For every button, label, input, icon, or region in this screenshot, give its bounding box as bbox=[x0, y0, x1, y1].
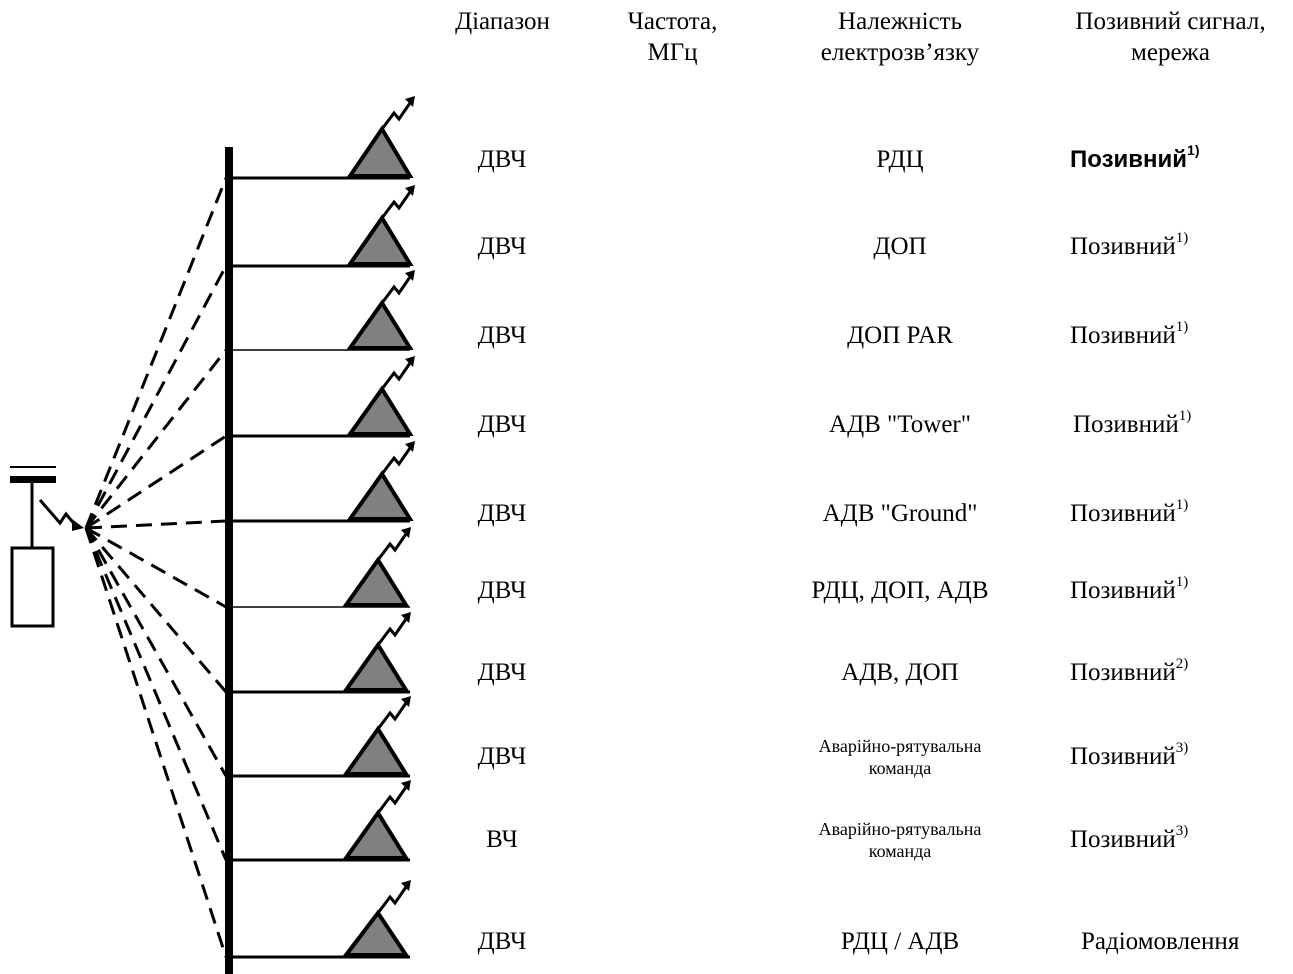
row-callsign: Позивний3) bbox=[1070, 822, 1189, 855]
row-affiliation: РДЦ, ДОП, АДВ bbox=[811, 577, 989, 604]
callsign-text: Позивний bbox=[1070, 826, 1176, 853]
row-affiliation: Аварійно-рятувальна команда bbox=[818, 819, 982, 861]
callsign-footnote: 3) bbox=[1175, 822, 1189, 839]
header-range: Діапазон bbox=[455, 8, 550, 35]
row-range: ВЧ bbox=[486, 826, 518, 853]
row-range: ДВЧ bbox=[477, 411, 527, 438]
row-range: ДВЧ bbox=[477, 743, 527, 770]
antenna-icon bbox=[346, 270, 415, 350]
signal-ray bbox=[84, 527, 228, 861]
row-affiliation: АДВ, ДОП bbox=[841, 659, 959, 686]
row-callsign: Позивний3) bbox=[1070, 739, 1189, 772]
callsign-footnote: 1) bbox=[1175, 573, 1189, 590]
callsign-text: Позивний bbox=[1070, 322, 1176, 349]
signal-ray bbox=[84, 265, 228, 529]
callsign-footnote: 1) bbox=[1175, 318, 1189, 335]
callsign-footnote: 1) bbox=[1178, 407, 1192, 424]
callsign-footnote: 1) bbox=[1187, 142, 1200, 158]
signal-ray bbox=[85, 434, 227, 530]
row-callsign: Позивний1) bbox=[1070, 142, 1200, 175]
antenna-icon bbox=[346, 356, 415, 436]
antenna-icon bbox=[342, 696, 411, 776]
callsign-text: Позивний bbox=[1073, 411, 1179, 438]
callsign-footnote: 1) bbox=[1175, 229, 1189, 246]
signal-ray bbox=[85, 519, 227, 530]
row-range: ДВЧ bbox=[477, 146, 527, 173]
signal-ray bbox=[84, 527, 228, 777]
row-callsign: Позивний1) bbox=[1070, 229, 1189, 262]
row-callsign: Радіомовлення bbox=[1081, 927, 1239, 957]
trunk-line bbox=[225, 147, 233, 974]
row-range: ДВЧ bbox=[477, 233, 527, 260]
row-affiliation: АДВ "Tower" bbox=[829, 411, 971, 438]
antenna-icon bbox=[341, 880, 411, 957]
row-affiliation: ДОП bbox=[873, 233, 927, 260]
signal-ray bbox=[84, 527, 228, 958]
header-frequency: Частота, МГц bbox=[627, 8, 718, 66]
callsign-text: Позивний bbox=[1070, 146, 1188, 173]
callsign-text: Позивний bbox=[1070, 659, 1176, 686]
header-callsign: Позивний сигнал, мережа bbox=[1075, 8, 1266, 66]
row-range: ДВЧ bbox=[477, 659, 527, 686]
header-affiliation: Належність електрозв’язку bbox=[820, 8, 980, 66]
row-callsign: Позивний1) bbox=[1073, 407, 1192, 440]
row-callsign: Позивний1) bbox=[1070, 318, 1189, 351]
signal-rays bbox=[84, 177, 228, 958]
signal-ray bbox=[84, 527, 228, 693]
aircraft-icon bbox=[10, 466, 84, 628]
antenna-icon bbox=[342, 612, 411, 692]
row-affiliation: Аварійно-рятувальна команда bbox=[818, 736, 982, 778]
row-affiliation: ДОП PAR bbox=[847, 322, 953, 349]
antenna-icon bbox=[346, 185, 415, 266]
row-range: ДВЧ bbox=[477, 928, 527, 955]
callsign-text: Позивний bbox=[1070, 577, 1176, 604]
row-callsign: Позивний1) bbox=[1070, 573, 1189, 606]
row-range: ДВЧ bbox=[477, 322, 527, 349]
row-affiliation: РДЦ / АДВ bbox=[840, 928, 960, 955]
callsign-footnote: 1) bbox=[1175, 496, 1189, 513]
row-callsign: Позивний1) bbox=[1070, 496, 1189, 529]
row-range: ДВЧ bbox=[477, 577, 527, 604]
callsign-text: Радіомовлення bbox=[1081, 928, 1240, 955]
signal-ray bbox=[84, 349, 228, 529]
signal-ray bbox=[85, 526, 227, 609]
signal-ray bbox=[84, 177, 228, 529]
row-affiliation: РДЦ bbox=[876, 146, 924, 173]
row-range: ДВЧ bbox=[477, 500, 527, 527]
callsign-text: Позивний bbox=[1070, 233, 1176, 260]
callsign-text: Позивний bbox=[1070, 500, 1176, 527]
antenna-icon bbox=[346, 96, 415, 178]
row-callsign: Позивний2) bbox=[1070, 655, 1189, 688]
row-affiliation: АДВ "Ground" bbox=[822, 500, 978, 527]
callsign-footnote: 3) bbox=[1175, 739, 1189, 756]
antenna-icon bbox=[342, 527, 411, 607]
callsign-text: Позивний bbox=[1070, 743, 1176, 770]
antenna-icon bbox=[346, 441, 415, 521]
antenna-icon bbox=[342, 780, 411, 860]
callsign-footnote: 2) bbox=[1175, 655, 1189, 672]
